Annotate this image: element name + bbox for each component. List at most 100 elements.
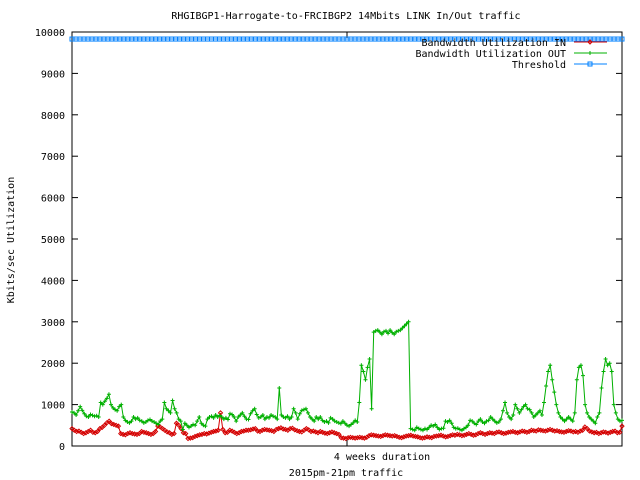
data-point xyxy=(607,361,612,366)
data-point xyxy=(433,422,438,427)
data-point xyxy=(297,411,302,416)
data-point xyxy=(238,412,243,417)
y-tick-label: 2000 xyxy=(41,359,65,370)
data-point xyxy=(416,426,421,431)
data-point xyxy=(196,432,203,438)
data-point xyxy=(509,417,514,422)
data-point xyxy=(127,420,132,425)
data-point xyxy=(124,430,131,437)
data-point xyxy=(596,430,602,437)
data-point xyxy=(351,420,356,425)
data-point xyxy=(80,408,85,413)
data-point xyxy=(570,419,575,424)
data-point xyxy=(548,363,553,368)
data-point xyxy=(281,415,286,420)
series-line xyxy=(71,320,623,432)
data-point xyxy=(607,429,614,436)
data-point xyxy=(182,421,187,426)
data-point xyxy=(588,51,592,55)
data-point xyxy=(365,365,370,370)
y-tick-label: 10000 xyxy=(35,28,65,39)
data-point xyxy=(117,404,122,409)
data-point xyxy=(254,412,259,417)
data-point xyxy=(206,430,212,436)
data-point xyxy=(234,419,239,424)
data-point xyxy=(101,422,108,429)
data-point xyxy=(90,413,95,418)
data-point xyxy=(291,406,296,411)
x-axis-label: 2015pm-21pm traffic xyxy=(289,468,403,479)
data-point xyxy=(354,435,361,441)
data-point xyxy=(88,412,93,417)
data-point xyxy=(158,419,163,424)
data-point xyxy=(544,383,549,388)
data-point xyxy=(194,432,201,439)
data-point xyxy=(498,417,503,422)
data-point xyxy=(252,406,257,411)
data-point xyxy=(470,432,477,438)
data-point xyxy=(303,425,310,432)
data-point xyxy=(556,410,561,415)
data-point xyxy=(492,419,497,424)
data-point xyxy=(223,415,228,420)
data-point xyxy=(133,417,138,422)
data-point xyxy=(222,430,228,436)
data-point xyxy=(568,417,573,422)
data-point xyxy=(414,425,419,430)
data-point xyxy=(78,404,83,409)
data-point xyxy=(259,427,266,433)
data-point xyxy=(363,377,368,382)
data-point xyxy=(234,430,240,437)
data-point xyxy=(605,430,611,436)
data-point xyxy=(208,429,214,436)
data-point xyxy=(353,418,358,423)
data-point xyxy=(550,377,555,382)
data-point xyxy=(470,419,475,424)
data-point xyxy=(184,423,189,428)
data-point xyxy=(484,430,491,437)
data-point xyxy=(145,418,150,423)
data-point xyxy=(598,430,604,436)
data-point xyxy=(408,426,413,431)
data-point xyxy=(500,408,505,413)
y-tick-label: 8000 xyxy=(41,111,65,122)
data-point xyxy=(431,424,436,429)
data-point xyxy=(616,429,623,436)
data-point xyxy=(336,420,341,425)
data-point xyxy=(271,414,276,419)
data-point xyxy=(178,419,183,424)
y-tick-label: 0 xyxy=(59,442,65,453)
data-point xyxy=(521,404,526,409)
data-point xyxy=(466,423,471,428)
data-point xyxy=(515,406,520,411)
data-point xyxy=(98,400,103,405)
data-point xyxy=(338,421,343,426)
data-point xyxy=(539,412,544,417)
data-point xyxy=(546,369,551,374)
data-point xyxy=(447,418,452,423)
data-point xyxy=(367,357,372,362)
data-point xyxy=(162,400,167,405)
data-point xyxy=(441,426,446,431)
data-point xyxy=(229,428,235,434)
data-point xyxy=(494,420,499,425)
data-point xyxy=(578,363,583,368)
data-point xyxy=(137,418,142,423)
data-point xyxy=(451,425,456,430)
data-point xyxy=(610,428,616,435)
data-point xyxy=(316,417,321,422)
data-point xyxy=(241,428,247,434)
data-point xyxy=(401,434,407,440)
data-point xyxy=(72,410,77,415)
data-point xyxy=(352,435,358,441)
data-point xyxy=(152,428,159,435)
data-point xyxy=(420,428,425,433)
data-point xyxy=(570,429,576,435)
data-point xyxy=(380,432,386,439)
data-point xyxy=(123,418,128,423)
data-point xyxy=(404,321,409,326)
data-point xyxy=(336,431,342,438)
data-point xyxy=(180,427,185,432)
data-point xyxy=(197,415,202,420)
data-point xyxy=(191,422,196,427)
